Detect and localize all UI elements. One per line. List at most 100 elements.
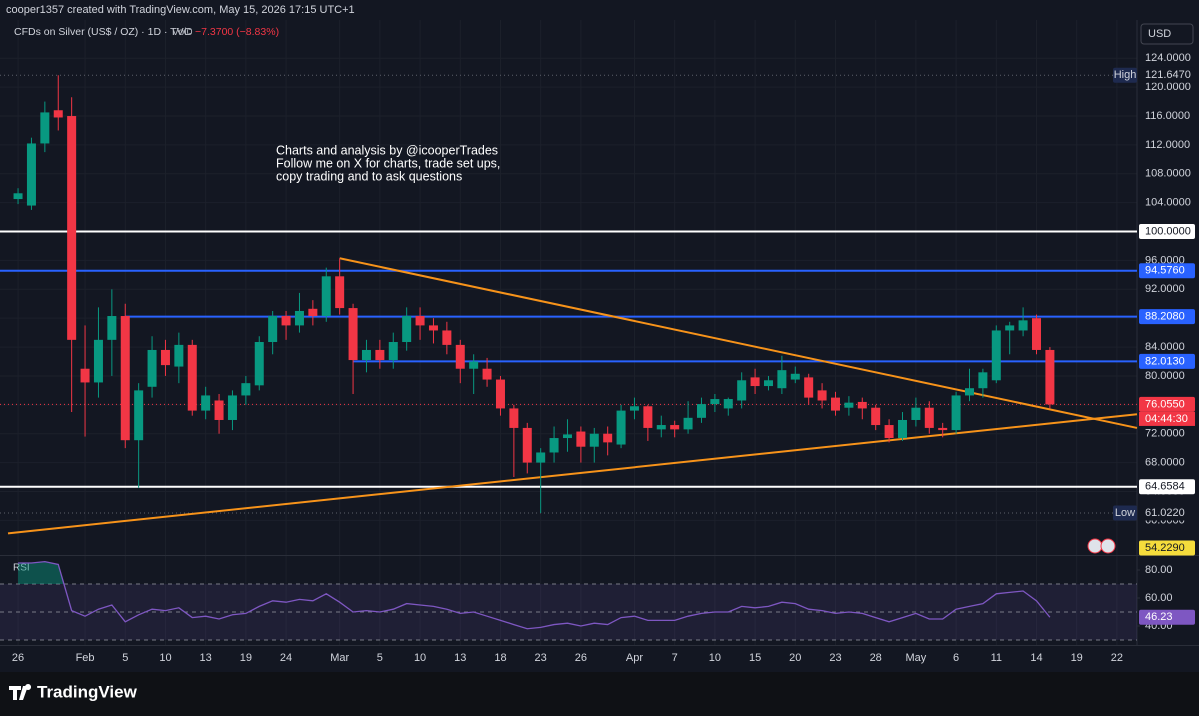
event-icon[interactable] [1087, 538, 1103, 554]
candle-body [790, 373, 800, 380]
candle-body [482, 368, 492, 380]
level-label: 54.2290 [1145, 542, 1185, 554]
rsi-line [18, 560, 1051, 630]
candle-body [549, 438, 559, 453]
candle-body [576, 431, 586, 447]
candle-body [830, 397, 840, 411]
candle-body [710, 399, 720, 405]
candle-body [938, 427, 948, 431]
candle-body [281, 316, 291, 326]
candle-body [777, 370, 787, 389]
candle-body [348, 308, 358, 361]
candle-body [1045, 349, 1055, 405]
candle-body [160, 349, 170, 366]
level-label-box [1139, 67, 1195, 83]
x-tick-label: 10 [709, 652, 721, 664]
candle-body [964, 388, 974, 396]
candle-body [1005, 325, 1015, 331]
y-tick-label: 120.0000 [1145, 81, 1191, 93]
x-tick-label: 7 [672, 652, 678, 664]
level-tag-box [1113, 67, 1137, 83]
level-tag: High [1114, 69, 1137, 81]
rsi-current-label: 46.23 [1145, 611, 1173, 623]
candle-body [656, 425, 666, 430]
candle-body [723, 399, 733, 409]
candle-body [737, 380, 747, 401]
candle-body [589, 433, 599, 447]
x-tick-label: 23 [535, 652, 547, 664]
candle-body [978, 372, 988, 389]
candle-body [415, 316, 425, 326]
x-tick-label: 19 [240, 652, 252, 664]
candle-body [375, 349, 385, 361]
candle-body [817, 390, 827, 401]
candle-body [1031, 318, 1041, 350]
candle-body [120, 316, 130, 441]
candle-body [67, 116, 77, 340]
y-tick-label: 80.0000 [1145, 370, 1185, 382]
logo-text[interactable]: TradingView [37, 682, 138, 701]
candle-body [294, 310, 304, 326]
level-label-box [1139, 224, 1195, 240]
candle-body [911, 407, 921, 420]
candle-body [616, 410, 626, 445]
trendline [7, 413, 1138, 535]
x-tick-label: 22 [1111, 652, 1123, 664]
candle-body [509, 408, 519, 428]
candle-body [924, 407, 934, 428]
level-tag-box [1113, 505, 1137, 521]
candle-body [80, 368, 90, 383]
x-tick-label: 18 [494, 652, 506, 664]
candle-body [93, 339, 103, 383]
level-tag: Low [1115, 507, 1135, 519]
y-tick-label: 112.0000 [1145, 139, 1190, 151]
level-label-box [1139, 263, 1195, 279]
level-label-box [1139, 309, 1195, 325]
symbol: CFDs on Silver (US$ / OZ) · 1D · TVC [14, 26, 192, 38]
candle-body [750, 377, 760, 387]
event-icon[interactable] [1100, 538, 1116, 554]
candle-body [442, 330, 452, 345]
candle-body [643, 406, 653, 428]
candle-body [804, 377, 814, 398]
candle-body [683, 417, 693, 430]
currency-box[interactable] [1140, 23, 1194, 45]
level-label: 76.0550 [1145, 398, 1185, 410]
candle-body [603, 433, 613, 443]
candle-body [174, 344, 184, 367]
candle-body [26, 143, 36, 206]
footer-bar [0, 672, 1199, 716]
x-tick-label: 5 [377, 652, 383, 664]
x-tick-label: 5 [122, 652, 128, 664]
x-tick-label: 10 [159, 652, 171, 664]
candle-body [857, 401, 867, 409]
annotation-line: Follow me on X for charts, trade set ups… [276, 156, 500, 170]
y-tick-label: 116.0000 [1145, 110, 1190, 122]
annotation-line: copy trading and to ask questions [276, 169, 462, 183]
y-tick-label: 72.0000 [1145, 428, 1185, 440]
x-tick-label: Mar [330, 652, 349, 664]
x-tick-label: Feb [76, 652, 95, 664]
x-tick-label: 10 [414, 652, 426, 664]
countdown-box [1139, 411, 1195, 426]
logo-icon[interactable] [9, 684, 32, 700]
y-tick-label: 68.0000 [1145, 456, 1185, 468]
trendline [339, 257, 1138, 429]
candle-body [335, 276, 345, 309]
event-icons[interactable] [1087, 538, 1116, 554]
candle-body [308, 308, 318, 317]
x-tick-label: 6 [953, 652, 959, 664]
x-tick-label: 26 [575, 652, 587, 664]
candle-body [361, 349, 371, 361]
y-tick-label: 104.0000 [1145, 197, 1191, 209]
y-tick-label: 84.0000 [1145, 341, 1185, 353]
candle-body [763, 380, 773, 387]
candle-body [147, 349, 157, 387]
candle-body [897, 419, 907, 439]
candle-body [951, 395, 961, 431]
candle-body [522, 427, 532, 463]
currency[interactable]: USD [1148, 28, 1171, 40]
countdown: 04:44:30 [1145, 413, 1188, 425]
logo[interactable]: TradingView [9, 682, 138, 701]
